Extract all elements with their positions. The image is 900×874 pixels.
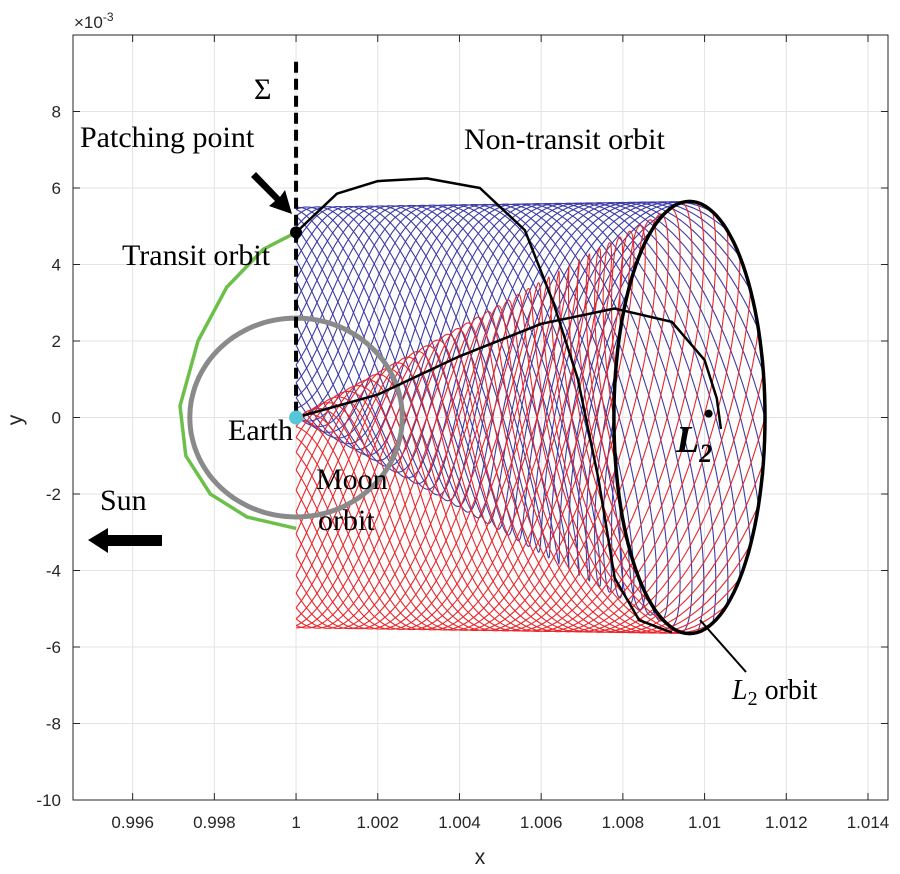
non-transit-trajectory <box>295 201 728 536</box>
transit-trajectory <box>295 202 705 632</box>
non-transit-trajectory <box>295 202 760 506</box>
trajectory-families <box>295 200 766 635</box>
transit-trajectory <box>295 290 752 633</box>
non-transit-trajectory <box>295 203 693 633</box>
moon-orbit-label-2: orbit <box>318 504 375 537</box>
transit-trajectory <box>295 242 615 631</box>
l2-orbit <box>612 199 767 636</box>
sun-arrow-icon <box>88 528 162 553</box>
ticks: 0.996 0.998 1 1.002 1.004 1.006 1.008 1.01 1.012… <box>36 35 889 832</box>
x-tick-label: 0.998 <box>193 813 236 832</box>
l2-orbit-leader-line <box>699 619 747 673</box>
transit-trajectory <box>295 329 760 633</box>
transit-trajectory <box>295 230 729 633</box>
x-tick-label: 1 <box>291 813 300 832</box>
transit-orbit <box>178 230 297 531</box>
non-transit-trajectory <box>295 204 629 577</box>
x-tick-label: 1.008 <box>602 813 645 832</box>
y-tick-label: 0 <box>52 409 61 428</box>
transit-trajectory <box>295 202 693 632</box>
transit-trajectory <box>295 230 635 631</box>
l2-point-label: L2 <box>675 419 712 468</box>
x-tick-label: 1.012 <box>765 813 808 832</box>
l2-point-marker <box>704 409 713 418</box>
transit-trajectory <box>295 310 752 634</box>
x-tick-label: 0.996 <box>111 813 154 832</box>
transit-trajectory <box>295 270 653 630</box>
transit-trajectory <box>295 236 624 631</box>
transit-trajectory <box>295 276 667 630</box>
transit-trajectory <box>295 256 741 633</box>
transit-trajectory <box>295 253 621 631</box>
non-transit-orbit-label: Non-transit orbit <box>464 123 665 156</box>
x-axis-label: x <box>475 846 486 869</box>
y-tick-label: -6 <box>46 638 61 657</box>
non-transit-trajectory <box>295 201 741 530</box>
y-exponent-label: ×10-3 <box>74 10 114 32</box>
patching-point-label: Patching point <box>80 121 255 154</box>
transit-trajectory <box>295 258 629 631</box>
transit-trajectory <box>295 316 759 634</box>
patching-point-marker <box>290 226 303 239</box>
non-transit-trajectory <box>295 204 615 593</box>
transit-trajectory <box>295 224 646 632</box>
transit-trajectory <box>295 293 714 634</box>
patching-arrow-icon <box>251 172 292 214</box>
transit-orbit-label: Transit orbit <box>122 239 271 272</box>
sun-label: Sun <box>100 484 147 517</box>
y-axis-label: y <box>4 414 27 425</box>
non-transit-trajectory <box>295 205 667 559</box>
x-tick-label: 1.01 <box>688 813 721 832</box>
transit-trajectory <box>295 322 764 634</box>
transit-trajectory <box>295 211 717 633</box>
transit-trajectory <box>295 305 741 634</box>
y-tick-label: -2 <box>46 485 61 504</box>
transit-trajectory <box>295 287 698 635</box>
sigma-label: Σ <box>254 73 271 106</box>
y-tick-label: 4 <box>52 256 61 275</box>
main-curves <box>178 61 767 636</box>
non-transit-trajectory <box>295 200 698 548</box>
x-tick-label: 1.014 <box>847 813 890 832</box>
moon-orbit <box>187 315 405 520</box>
y-tick-label: -10 <box>36 791 61 810</box>
transit-trajectory <box>295 299 728 634</box>
x-tick-label: 1.002 <box>356 813 399 832</box>
transit-trajectory <box>295 265 640 631</box>
connecting-trajectory <box>295 307 723 430</box>
y-tick-label: -4 <box>46 562 61 581</box>
y-tick-label: 6 <box>52 179 61 198</box>
y-tick-label: 8 <box>52 103 61 122</box>
x-tick-label: 1.004 <box>438 813 481 832</box>
y-tick-label: -8 <box>46 715 61 734</box>
earth-marker <box>289 410 304 425</box>
earth-label: Earth <box>228 414 293 447</box>
non-transit-trajectory <box>295 201 764 513</box>
moon-orbit-label-1: Moon <box>316 463 388 496</box>
connecting-trajectory <box>295 177 673 634</box>
non-transit-trajectory <box>295 202 717 624</box>
non-transit-trajectory <box>295 205 653 565</box>
y-tick-label: 2 <box>52 332 61 351</box>
non-transit-trajectory <box>295 204 640 570</box>
l2-orbit-label: L2 orbit <box>731 675 818 710</box>
non-transit-trajectory <box>295 202 752 545</box>
x-tick-label: 1.006 <box>520 813 563 832</box>
